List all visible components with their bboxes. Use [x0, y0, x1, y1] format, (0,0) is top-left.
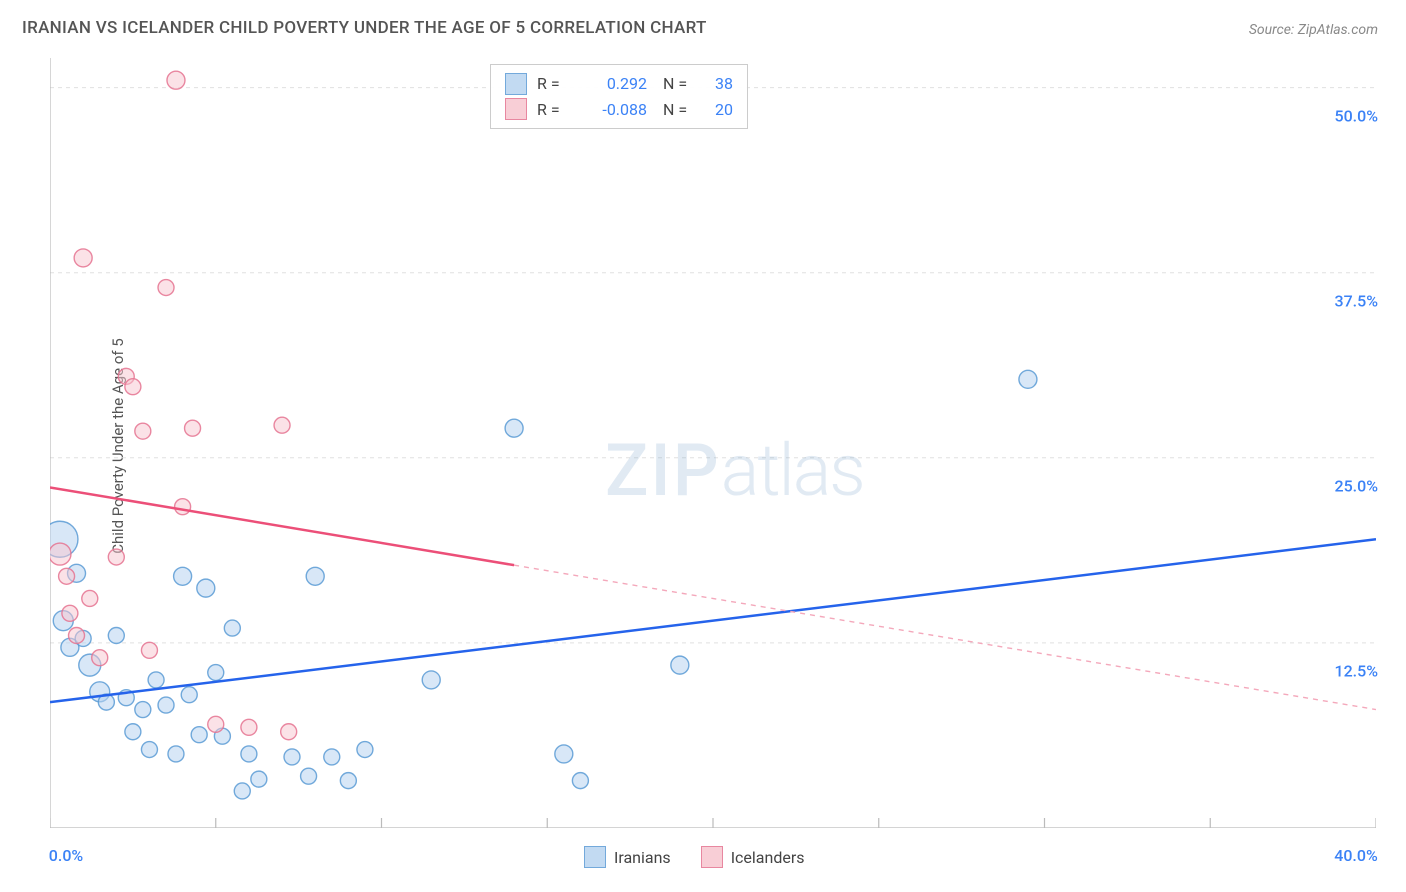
- legend-swatch: [505, 73, 527, 95]
- r-label: R =: [537, 71, 567, 97]
- y-tick-label: 37.5%: [1334, 291, 1378, 310]
- legend-label: Iranians: [614, 848, 671, 867]
- y-tick-label: 12.5%: [1334, 661, 1378, 680]
- scatter-plot: [50, 58, 1376, 828]
- x-tick-label: 0.0%: [49, 846, 83, 865]
- legend-item-iranians: Iranians: [584, 846, 671, 868]
- y-tick-label: 25.0%: [1334, 476, 1378, 495]
- chart-title: IRANIAN VS ICELANDER CHILD POVERTY UNDER…: [22, 18, 707, 38]
- n-label: N =: [663, 97, 693, 123]
- chart-source: Source: ZipAtlas.com: [1249, 22, 1378, 38]
- y-tick-label: 50.0%: [1334, 106, 1378, 125]
- n-value: 38: [703, 71, 733, 97]
- r-value: 0.292: [577, 71, 647, 97]
- series-legend: Iranians Icelanders: [584, 846, 805, 868]
- x-tick-label: 40.0%: [1334, 846, 1378, 865]
- n-label: N =: [663, 71, 693, 97]
- correlation-legend: R = 0.292 N = 38 R = -0.088 N = 20: [490, 64, 748, 129]
- n-value: 20: [703, 97, 733, 123]
- legend-item-icelanders: Icelanders: [701, 846, 805, 868]
- legend-row-iranians: R = 0.292 N = 38: [505, 71, 733, 97]
- legend-swatch: [701, 846, 723, 868]
- r-value: -0.088: [577, 97, 647, 123]
- r-label: R =: [537, 97, 567, 123]
- legend-row-icelanders: R = -0.088 N = 20: [505, 97, 733, 123]
- legend-label: Icelanders: [731, 848, 805, 867]
- legend-swatch: [505, 98, 527, 120]
- legend-swatch: [584, 846, 606, 868]
